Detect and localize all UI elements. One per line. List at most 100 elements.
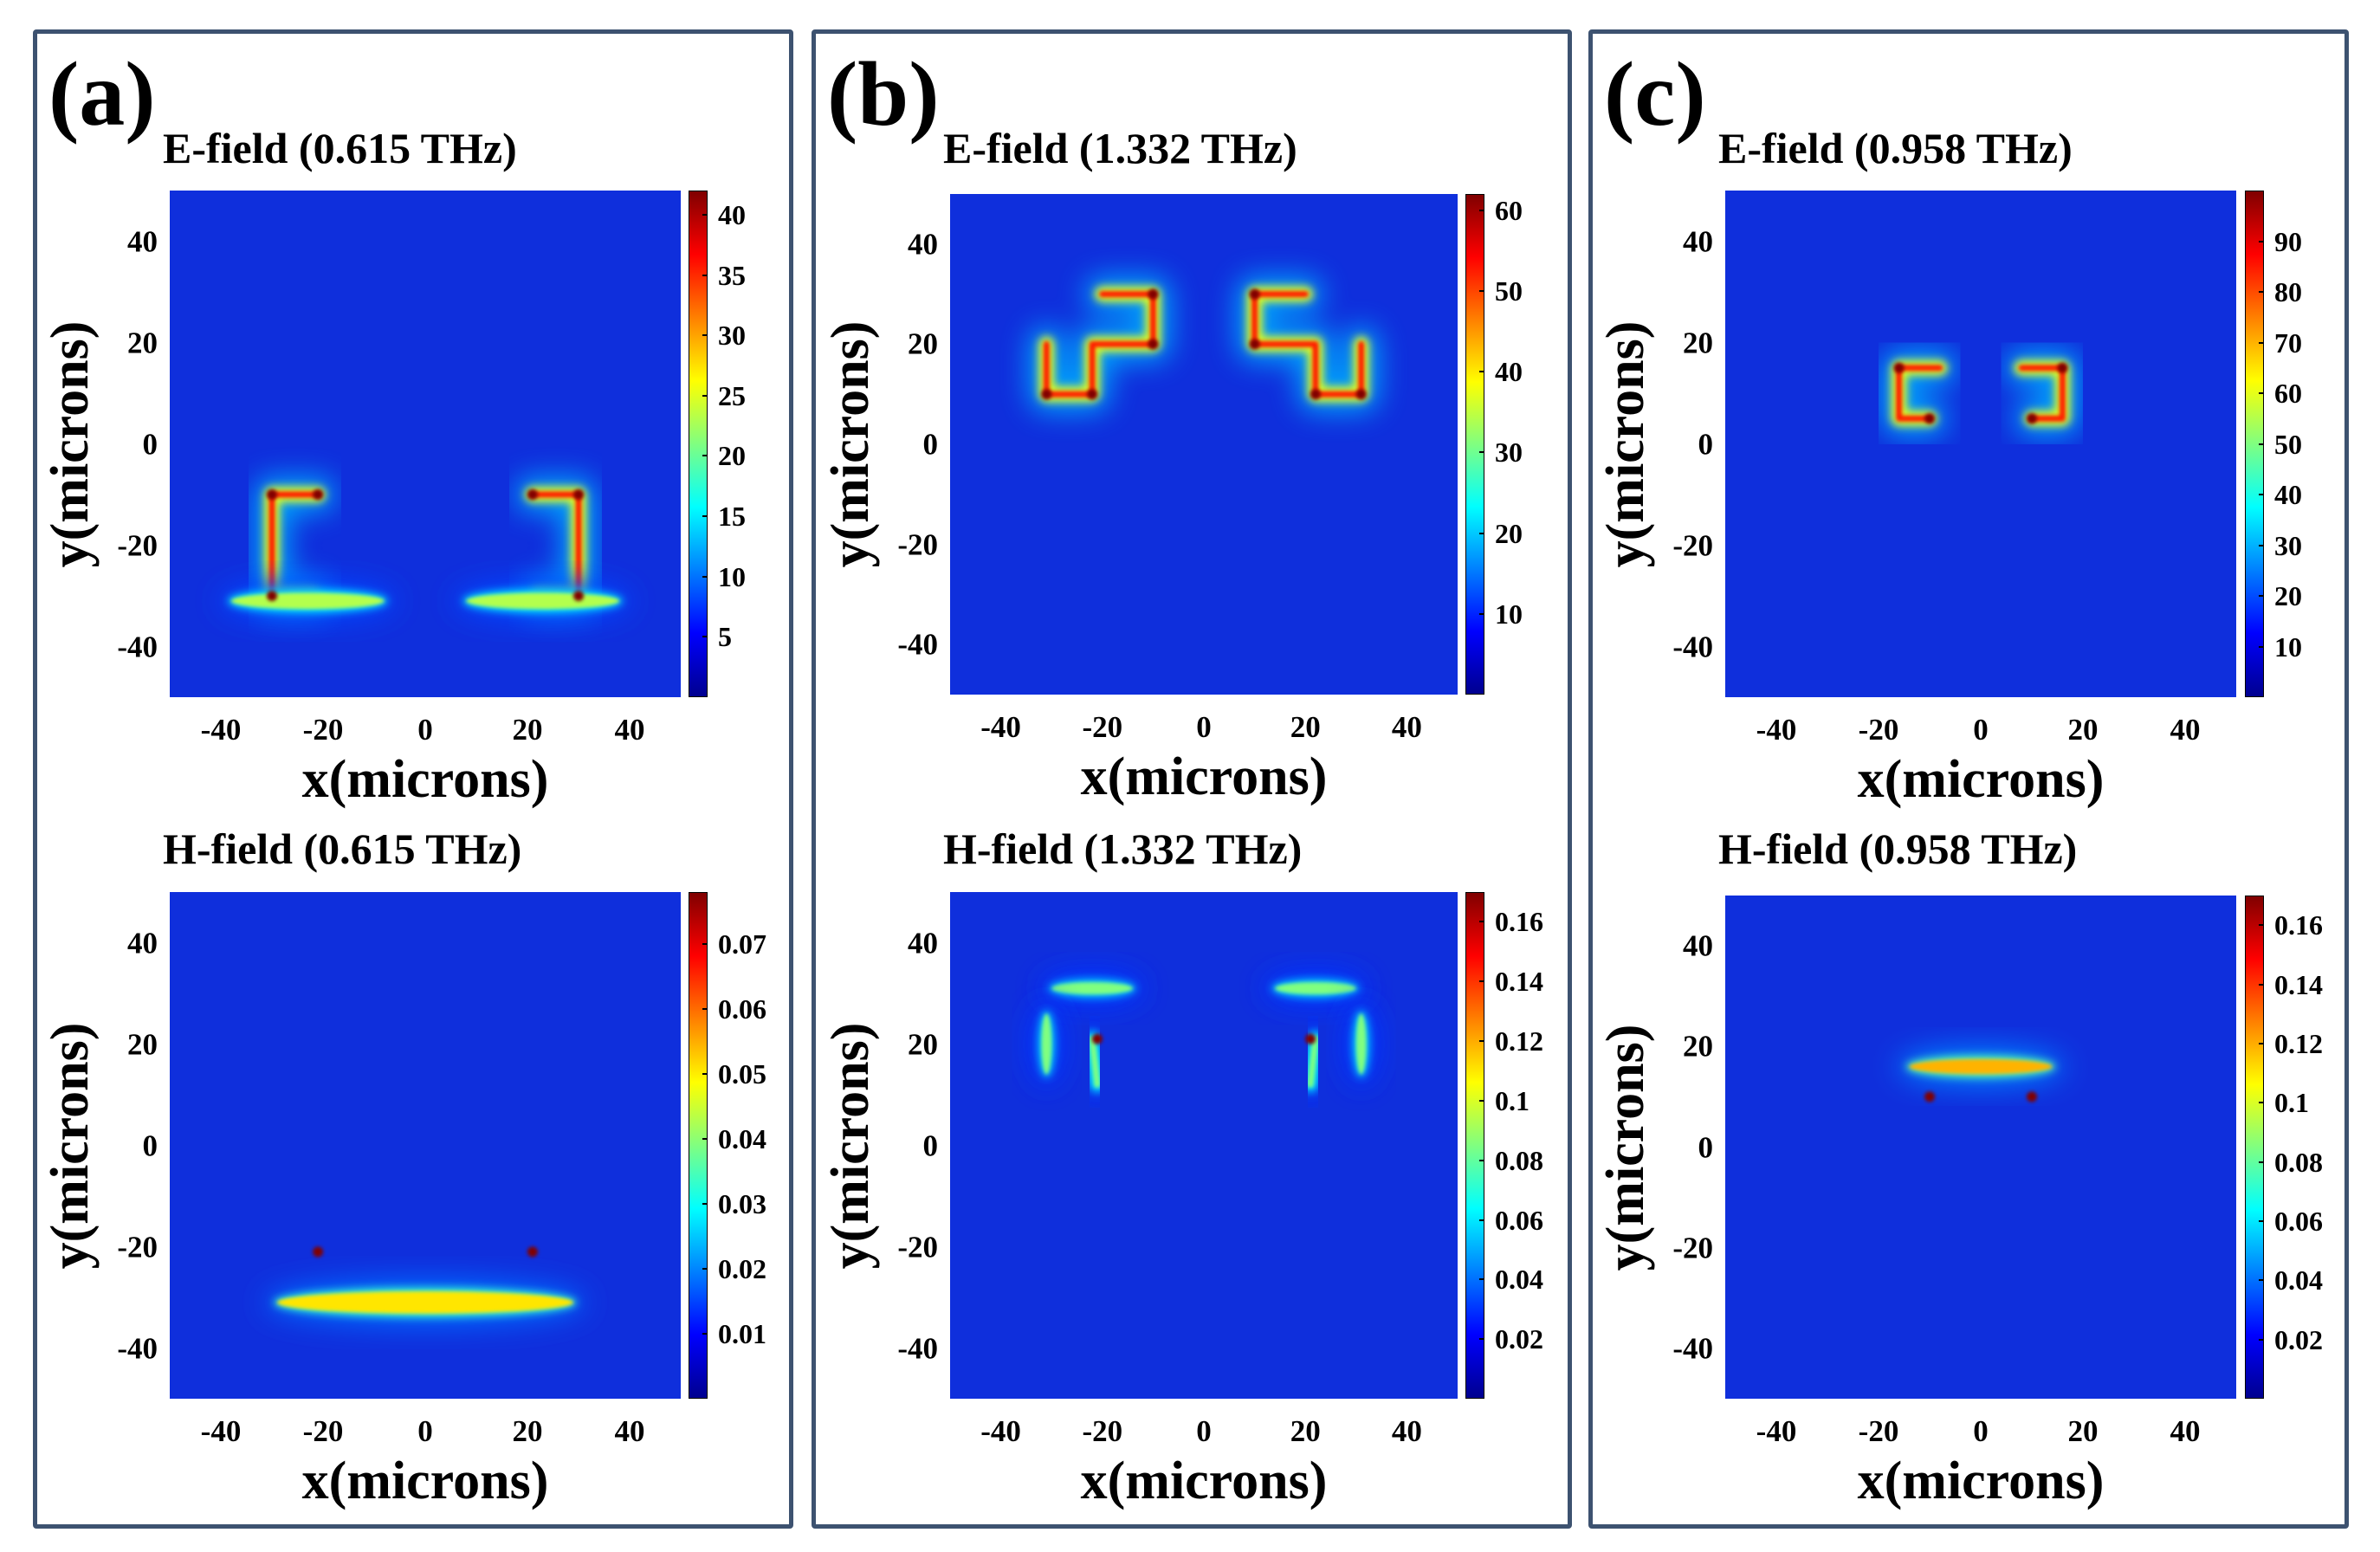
colorbar-tick-mark [702,1203,708,1205]
colorbar-tick-label: 0.12 [2274,1027,2323,1059]
y-tick-label: -20 [117,1230,158,1264]
field-peak [527,489,538,500]
panel-label-b: (b) [827,43,940,145]
x-tick-label: 40 [1391,710,1422,744]
colorbar-tick-mark [2259,1279,2264,1282]
field-peak [313,1246,324,1258]
x-axis-label: x(microns) [301,750,549,809]
x-axis-label: x(microns) [1857,1452,2105,1510]
field-peak [1041,389,1052,400]
colorbar-tick-label: 0.02 [718,1253,766,1284]
colorbar-tick-label: 5 [718,621,732,653]
colorbar-tick-mark [2259,1042,2264,1044]
x-tick-label: -20 [302,713,344,747]
x-tick-label: 40 [2170,1414,2201,1448]
colorbar [1465,892,1484,1399]
y-tick-label: 0 [922,427,939,462]
colorbar-tick-mark [2259,240,2264,242]
colorbar-tick-label: 20 [718,440,746,472]
field-peak [2027,1091,2037,1103]
field-hotspot-ellipse [1263,970,1368,1007]
colorbar-tick-label: 30 [2274,529,2302,561]
colorbar-tick-label: 15 [718,501,746,533]
colorbar-tick-label: 0.1 [2274,1087,2309,1119]
x-tick-label: 40 [1391,1414,1422,1448]
colorbar-tick-mark [2259,645,2264,648]
colorbar-tick-label: 0.02 [1495,1323,1543,1355]
colorbar-tick-label: 0.16 [2274,909,2323,941]
x-tick-label: 0 [1973,1414,1989,1448]
field-hotspot-point [1091,1033,1316,1044]
x-axis-label: x(microns) [1080,747,1328,806]
field-peak [527,1246,538,1258]
field-peak [313,489,324,500]
field-peak [1924,1091,1935,1103]
colorbar-tick-label: 0.06 [1495,1204,1543,1236]
x-tick-label: -40 [980,710,1021,744]
colorbar-tick-label: 90 [2274,225,2302,257]
x-tick-label: -40 [980,1414,1021,1448]
field-peak [1249,288,1260,300]
x-tick-label: 0 [1973,713,1989,747]
colorbar-tick-label: 40 [1495,356,1523,388]
field-peak [267,489,277,500]
x-tick-label: 20 [2067,1414,2099,1448]
colorbar-tick-mark [2259,494,2264,495]
colorbar-tick-mark [2259,443,2264,445]
colorbar-tick-label: 0.1 [1495,1084,1530,1116]
y-axis-label: y(microns) [41,320,100,567]
colorbar-tick-label: 70 [2274,327,2302,359]
colorbar-tick-label: 60 [1495,194,1523,226]
colorbar-tick-label: 0.07 [718,928,766,960]
colorbar-tick-mark [702,575,708,578]
x-tick-label: 20 [512,1414,543,1448]
colorbar-tick-label: 40 [2274,479,2302,510]
heatmap-background [1725,896,2236,1399]
colorbar-tick-label: 0.06 [2274,1205,2323,1237]
colorbar-tick-mark [702,455,708,457]
colorbar-tick-mark [702,1073,708,1075]
x-tick-label: 20 [512,713,543,747]
y-tick-label: 20 [127,326,158,359]
colorbar-tick-label: 0.04 [2274,1264,2323,1297]
field-peak [1087,389,1098,400]
heatmap-area [170,191,681,697]
colorbar-tick-label: 0.12 [1495,1025,1543,1057]
colorbar-tick-mark [1479,1278,1484,1281]
x-tick-label: -20 [1858,713,1899,747]
colorbar-tick-mark [702,515,708,518]
colorbar-tick-label: 50 [1495,275,1523,307]
y-tick-label: -40 [1672,1331,1713,1366]
field-peak [573,591,584,601]
x-tick-label: -40 [1756,713,1797,747]
heatmap-background [1725,191,2236,697]
colorbar-tick-label: 0.04 [1495,1264,1543,1296]
colorbar-tick-mark [2259,595,2264,597]
heatmap-area [1725,191,2236,697]
x-tick-label: -20 [302,1414,344,1448]
y-tick-label: -40 [897,627,938,662]
colorbar-tick-mark [2259,983,2264,986]
colorbar-tick-mark [2259,392,2264,394]
y-tick-label: 0 [142,1128,158,1162]
y-tick-label: -20 [1672,528,1713,562]
heatmap-area [950,194,1458,695]
plot-title: E-field (1.332 THz) [943,124,1297,172]
heatmap-area [1725,896,2236,1399]
colorbar-tick-label: 0.08 [2274,1146,2323,1178]
field-hotspot-ellipse [218,580,397,622]
colorbar-tick-mark [2259,291,2264,293]
colorbar-tick-mark [702,274,708,276]
x-tick-label: 20 [1290,710,1321,744]
colorbar-tick-label: 10 [1495,598,1523,630]
y-tick-label: 40 [127,926,158,960]
colorbar-tick-label: 0.06 [718,993,766,1025]
plot-title: H-field (0.958 THz) [1718,824,2078,873]
x-tick-label: -20 [1858,1414,1899,1448]
colorbar-tick-label: 10 [718,560,746,592]
colorbar-tick-label: 40 [718,198,746,230]
colorbar-tick-label: 50 [2274,428,2302,460]
colorbar-tick-mark [702,1333,708,1335]
colorbar-tick-mark [1479,532,1484,534]
field-hotspot-ellipse [1343,1001,1379,1087]
